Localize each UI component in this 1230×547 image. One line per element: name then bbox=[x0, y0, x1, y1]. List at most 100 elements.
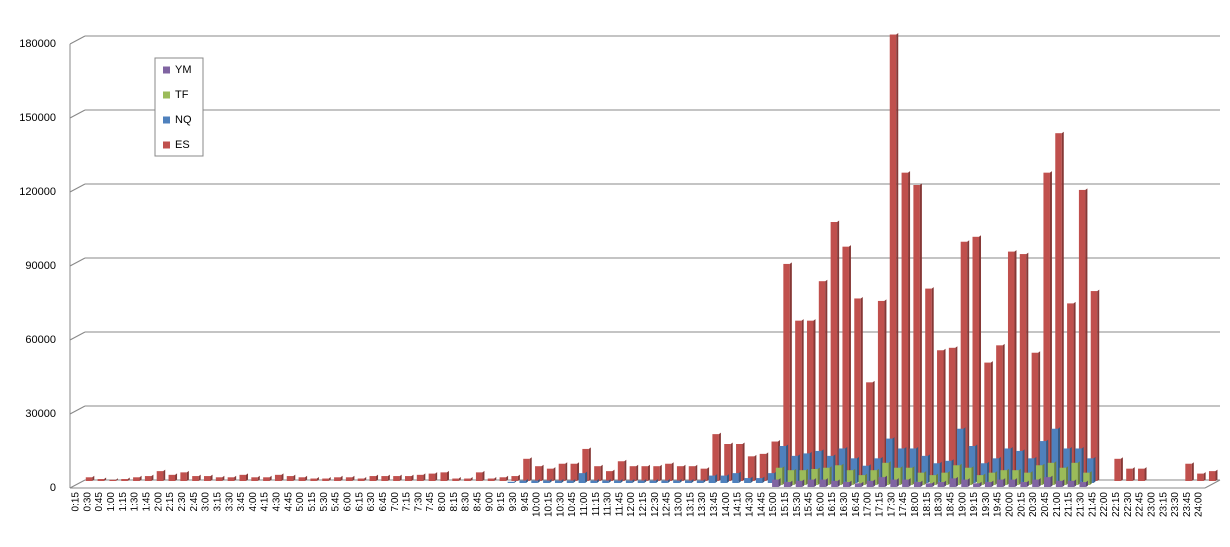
x-tick-label: 2:30 bbox=[177, 492, 188, 512]
bar-side bbox=[1030, 471, 1033, 485]
bar-side bbox=[1074, 479, 1077, 487]
x-tick-label: 0:30 bbox=[82, 492, 93, 512]
bar bbox=[976, 475, 984, 485]
bar bbox=[948, 347, 956, 481]
bar bbox=[578, 473, 586, 483]
bar-side bbox=[1062, 479, 1065, 487]
x-tick-label: 20:30 bbox=[1028, 492, 1039, 517]
bar-side bbox=[876, 468, 879, 485]
bar bbox=[696, 480, 704, 483]
x-tick-label: 21:45 bbox=[1087, 492, 1098, 517]
bar bbox=[345, 477, 353, 481]
x-tick-label: 5:45 bbox=[331, 492, 342, 512]
x-tick-label: 16:15 bbox=[827, 492, 838, 517]
bar bbox=[925, 288, 932, 481]
bar bbox=[937, 482, 945, 487]
bar-side bbox=[955, 476, 958, 487]
x-tick-label: 22:45 bbox=[1135, 492, 1146, 517]
bar bbox=[937, 350, 944, 481]
bar-side bbox=[912, 466, 915, 485]
bar bbox=[736, 444, 743, 481]
x-tick-label: 2:45 bbox=[189, 492, 200, 512]
bar bbox=[933, 463, 940, 483]
bar bbox=[263, 477, 270, 481]
bar-side bbox=[896, 33, 899, 482]
bar-side bbox=[612, 469, 615, 481]
bar-side bbox=[1038, 478, 1041, 487]
bar-side bbox=[1077, 461, 1080, 485]
x-tick-label: 6:45 bbox=[378, 492, 389, 512]
bar bbox=[566, 480, 574, 483]
bar-side bbox=[1089, 471, 1092, 485]
x-tick-label: 24:00 bbox=[1194, 492, 1205, 517]
grid-line bbox=[69, 257, 86, 267]
bar-side bbox=[1002, 343, 1005, 481]
bars bbox=[85, 33, 1218, 487]
x-tick-label: 23:15 bbox=[1158, 492, 1169, 517]
bar bbox=[818, 281, 826, 481]
bar-side bbox=[1049, 171, 1052, 481]
bar-side bbox=[1191, 462, 1194, 481]
x-tick-label: 21:00 bbox=[1052, 492, 1063, 517]
bar bbox=[712, 434, 719, 481]
legend-label: TF bbox=[175, 89, 189, 101]
bar-side bbox=[1073, 301, 1076, 481]
x-tick-label: 10:15 bbox=[543, 492, 554, 517]
x-tick-label: 5:00 bbox=[295, 492, 306, 512]
bar bbox=[1086, 458, 1094, 483]
bar-side bbox=[932, 481, 935, 487]
bar bbox=[799, 470, 806, 485]
bar-side bbox=[127, 477, 130, 481]
x-tick-label: 10:45 bbox=[567, 492, 578, 517]
y-tick-label: 180000 bbox=[19, 38, 56, 50]
grid-line bbox=[69, 183, 86, 193]
bar bbox=[830, 222, 838, 481]
bar-side bbox=[1081, 446, 1084, 483]
bar-side bbox=[600, 464, 603, 481]
bar bbox=[811, 468, 818, 485]
bar-side bbox=[872, 380, 875, 481]
bar bbox=[661, 480, 668, 483]
x-tick-label: 19:00 bbox=[957, 492, 968, 517]
bar bbox=[870, 470, 877, 485]
x-tick-label: 11:45 bbox=[614, 492, 625, 517]
x-tick-label: 9:30 bbox=[508, 492, 519, 512]
bar bbox=[546, 468, 554, 481]
bar bbox=[688, 466, 696, 481]
bar bbox=[1051, 428, 1059, 483]
bar-side bbox=[892, 437, 895, 483]
bar bbox=[862, 465, 869, 483]
x-tick-label: 22:00 bbox=[1099, 492, 1110, 517]
bar bbox=[732, 473, 739, 483]
bar-side bbox=[805, 468, 808, 485]
bar bbox=[1007, 251, 1015, 481]
x-tick-label: 8:15 bbox=[449, 492, 460, 512]
bar-side bbox=[506, 475, 509, 481]
bar-side bbox=[632, 479, 635, 483]
bar-side bbox=[955, 346, 958, 481]
bar-side bbox=[1034, 456, 1037, 483]
x-tick-label: 20:15 bbox=[1016, 492, 1027, 517]
bar bbox=[1071, 462, 1078, 485]
x-tick-label: 3:15 bbox=[212, 492, 223, 512]
legend-swatch bbox=[163, 116, 170, 124]
bar bbox=[897, 448, 905, 483]
bar bbox=[582, 448, 589, 481]
x-tick-label: 10:00 bbox=[532, 492, 543, 517]
x-tick-label: 23:00 bbox=[1146, 492, 1157, 517]
bar-side bbox=[829, 466, 832, 485]
bar-side bbox=[947, 471, 950, 485]
bar bbox=[831, 480, 838, 487]
bar-side bbox=[585, 471, 588, 483]
grid-line bbox=[69, 109, 86, 119]
x-tick-label: 23:45 bbox=[1182, 492, 1193, 517]
bar-side bbox=[151, 474, 154, 481]
bar-side bbox=[656, 479, 659, 483]
grid bbox=[69, 35, 1220, 489]
bar bbox=[842, 246, 849, 481]
bar-side bbox=[636, 464, 639, 481]
bar bbox=[1126, 468, 1133, 481]
bar-side bbox=[695, 464, 698, 481]
bar bbox=[1032, 479, 1039, 487]
x-tick-label: 17:15 bbox=[875, 492, 886, 517]
